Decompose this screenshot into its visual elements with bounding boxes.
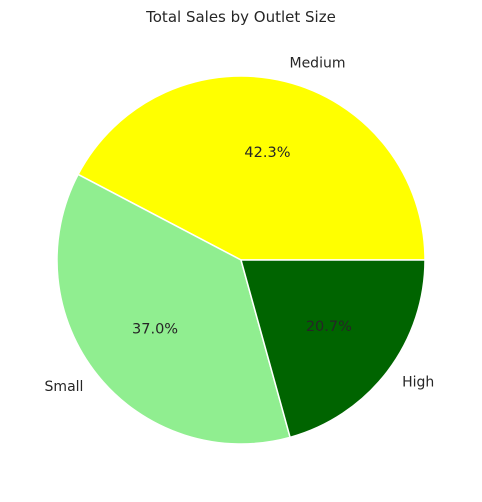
slice-label-medium: Medium — [289, 55, 345, 71]
chart-title: Total Sales by Outlet Size — [145, 8, 336, 26]
slice-percent-small: 37.0% — [132, 321, 178, 337]
pie-slice-high — [240, 259, 426, 439]
pie-labels: Medium 42.3% Small 37.0% High 20.7% — [45, 55, 435, 395]
slice-label-high: High — [402, 375, 434, 391]
slice-percent-high: 20.7% — [306, 319, 352, 335]
pie-slice-small — [56, 173, 291, 445]
slice-label-small: Small — [45, 379, 84, 395]
pie-slice-medium — [77, 75, 426, 261]
slice-percent-medium: 42.3% — [244, 145, 290, 161]
pie-slices — [56, 75, 426, 445]
